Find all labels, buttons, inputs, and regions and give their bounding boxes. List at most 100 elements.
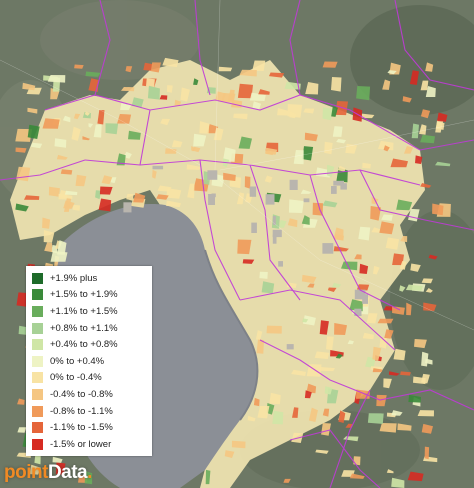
legend-item: +1.9% plus bbox=[32, 270, 152, 287]
industrial-area bbox=[322, 243, 334, 254]
choropleth-area bbox=[48, 186, 60, 197]
legend-swatch bbox=[32, 322, 43, 334]
choropleth-area bbox=[253, 397, 260, 407]
industrial-area bbox=[249, 186, 257, 197]
choropleth-area bbox=[404, 146, 414, 154]
choropleth-area bbox=[385, 237, 400, 250]
choropleth-area bbox=[372, 368, 383, 373]
choropleth-area bbox=[57, 240, 67, 255]
choropleth-area bbox=[393, 348, 406, 361]
choropleth-area bbox=[247, 415, 256, 422]
road-network bbox=[0, 0, 474, 331]
choropleth-area bbox=[187, 183, 195, 199]
choropleth-area bbox=[293, 150, 304, 165]
industrial-area bbox=[333, 180, 344, 186]
choropleth-area bbox=[358, 226, 371, 241]
choropleth-area bbox=[237, 83, 253, 99]
choropleth-area bbox=[105, 123, 119, 135]
choropleth-area bbox=[242, 259, 255, 264]
choropleth-area bbox=[326, 336, 334, 351]
choropleth-area bbox=[256, 338, 264, 354]
choropleth-area bbox=[391, 410, 403, 416]
legend-label: -1.1% to -1.5% bbox=[50, 422, 113, 434]
choropleth-area bbox=[377, 318, 394, 324]
choropleth-area bbox=[60, 169, 73, 175]
choropleth-area bbox=[326, 164, 335, 177]
choropleth-area bbox=[399, 261, 407, 270]
legend-label: +1.1% to +1.5% bbox=[50, 305, 118, 317]
choropleth-area bbox=[334, 323, 347, 335]
choropleth-area bbox=[359, 263, 369, 274]
choropleth-area bbox=[312, 202, 323, 216]
choropleth-area bbox=[223, 172, 236, 181]
legend-swatch bbox=[32, 405, 43, 417]
choropleth-area bbox=[277, 108, 289, 116]
choropleth-area bbox=[47, 75, 66, 83]
choropleth-area bbox=[306, 383, 317, 394]
legend-swatch bbox=[32, 272, 43, 284]
choropleth-area bbox=[74, 64, 84, 69]
choropleth-area bbox=[43, 230, 55, 243]
choropleth-area bbox=[366, 313, 378, 324]
choropleth-area bbox=[324, 141, 333, 155]
choropleth-area bbox=[15, 203, 29, 212]
choropleth-area bbox=[237, 239, 252, 255]
choropleth-area bbox=[128, 130, 141, 140]
choropleth-area bbox=[415, 155, 423, 164]
choropleth-area bbox=[399, 285, 406, 292]
industrial-area bbox=[354, 289, 366, 300]
industrial-area bbox=[272, 229, 282, 238]
choropleth-area bbox=[321, 423, 331, 436]
choropleth-area bbox=[414, 339, 427, 349]
choropleth-area bbox=[42, 118, 60, 129]
industrial-area bbox=[354, 308, 362, 316]
choropleth-area bbox=[126, 193, 134, 201]
choropleth-area bbox=[224, 450, 235, 458]
choropleth-area bbox=[52, 456, 63, 463]
choropleth-area bbox=[30, 142, 43, 149]
choropleth-area bbox=[42, 217, 51, 229]
legend-item: -0.4% to -0.8% bbox=[32, 386, 152, 403]
legend-label: -0.8% to -1.1% bbox=[50, 405, 113, 417]
choropleth-area bbox=[206, 124, 219, 134]
choropleth-area bbox=[301, 274, 317, 284]
choropleth-area bbox=[72, 204, 81, 211]
choropleth-patches bbox=[15, 57, 451, 488]
choropleth-area bbox=[407, 471, 424, 482]
choropleth-area bbox=[166, 188, 182, 199]
industrial-area bbox=[331, 186, 337, 194]
choropleth-area bbox=[82, 136, 90, 141]
industrial-area bbox=[272, 216, 276, 225]
industrial-area bbox=[340, 183, 347, 190]
industrial-area bbox=[303, 198, 310, 203]
choropleth-area bbox=[315, 167, 331, 178]
legend-label: +0.8% to +1.1% bbox=[50, 322, 118, 334]
choropleth-area bbox=[376, 394, 387, 407]
choropleth-area bbox=[302, 146, 314, 161]
choropleth-area bbox=[315, 449, 329, 454]
choropleth-area bbox=[259, 271, 268, 279]
choropleth-area bbox=[307, 283, 315, 288]
choropleth-area bbox=[24, 195, 40, 200]
legend-item: +0.8% to +1.1% bbox=[32, 320, 152, 337]
choropleth-area bbox=[378, 140, 394, 151]
choropleth-area bbox=[345, 143, 358, 154]
choropleth-area bbox=[88, 123, 94, 128]
choropleth-area bbox=[143, 62, 154, 71]
choropleth-area bbox=[64, 197, 72, 212]
choropleth-area bbox=[402, 96, 412, 103]
logo-prefix: point bbox=[4, 462, 48, 483]
choropleth-area bbox=[356, 86, 371, 101]
choropleth-area bbox=[308, 407, 318, 422]
choropleth-area bbox=[192, 146, 201, 153]
choropleth-area bbox=[425, 62, 434, 72]
choropleth-area bbox=[150, 62, 161, 73]
choropleth-area bbox=[291, 369, 306, 376]
choropleth-area bbox=[199, 121, 210, 134]
choropleth-area bbox=[322, 200, 338, 208]
choropleth-area bbox=[29, 464, 41, 475]
choropleth-area bbox=[71, 126, 81, 141]
industrial-area bbox=[265, 194, 275, 205]
choropleth-area bbox=[123, 151, 132, 159]
